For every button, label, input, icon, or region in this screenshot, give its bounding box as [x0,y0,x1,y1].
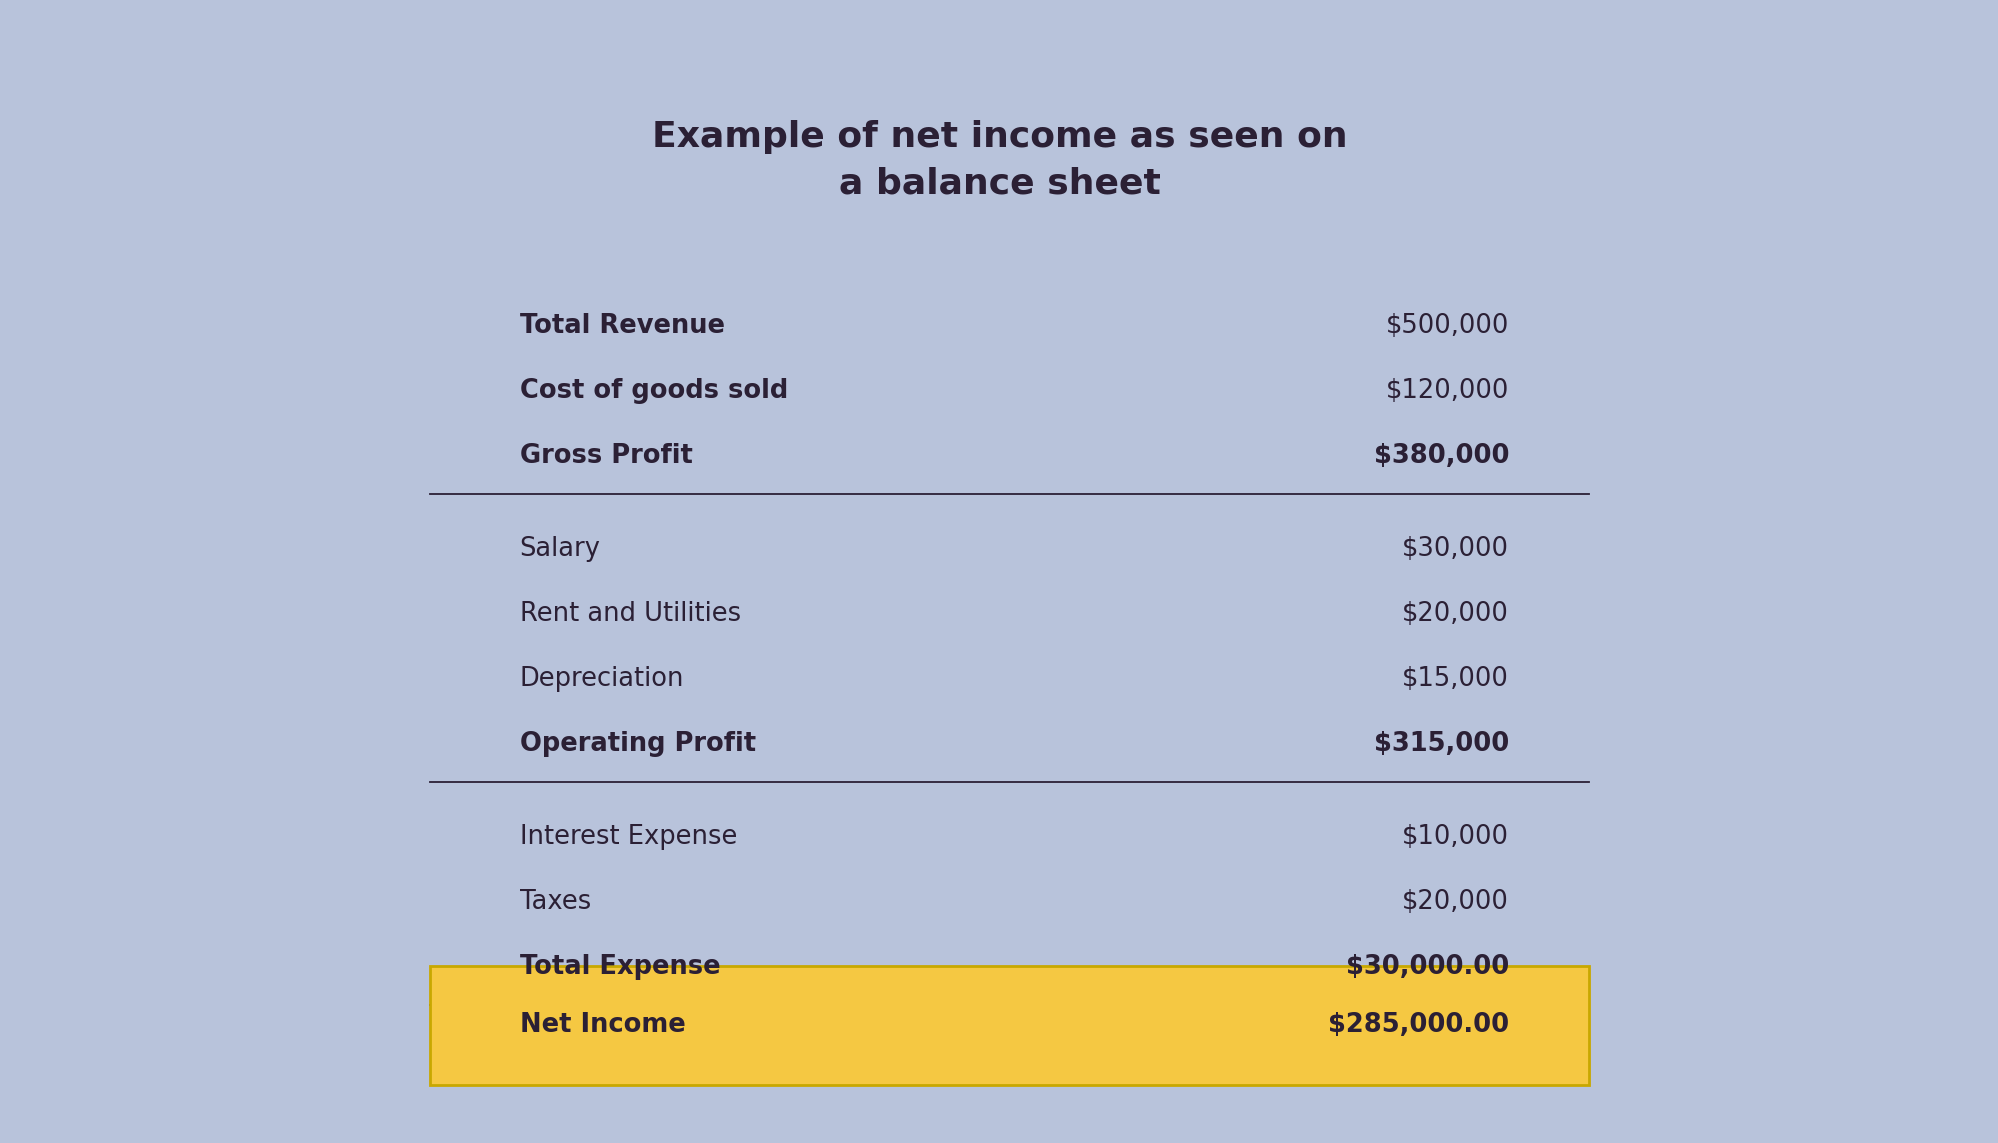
Text: Net Income: Net Income [519,1013,685,1038]
Text: Interest Expense: Interest Expense [519,824,737,849]
Text: Operating Profit: Operating Profit [519,732,755,757]
Text: Salary: Salary [519,536,601,561]
Text: $20,000: $20,000 [1403,601,1508,626]
FancyBboxPatch shape [430,966,1588,1085]
Text: Gross Profit: Gross Profit [519,443,691,469]
Text: $315,000: $315,000 [1373,732,1508,757]
Text: $30,000: $30,000 [1401,536,1508,561]
Text: Total Expense: Total Expense [519,954,719,980]
Text: $380,000: $380,000 [1373,443,1508,469]
Text: Depreciation: Depreciation [519,666,683,692]
Text: Cost of goods sold: Cost of goods sold [519,378,787,403]
Text: $30,000.00: $30,000.00 [1345,954,1508,980]
Text: Example of net income as seen on
a balance sheet: Example of net income as seen on a balan… [651,120,1347,200]
Text: $285,000.00: $285,000.00 [1327,1013,1508,1038]
Text: $10,000: $10,000 [1401,824,1508,849]
Text: Rent and Utilities: Rent and Utilities [519,601,741,626]
Text: Taxes: Taxes [519,889,591,914]
Text: $20,000: $20,000 [1403,889,1508,914]
Text: $120,000: $120,000 [1385,378,1508,403]
Text: $500,000: $500,000 [1385,313,1508,338]
Text: Total Revenue: Total Revenue [519,313,725,338]
Text: $15,000: $15,000 [1403,666,1508,692]
